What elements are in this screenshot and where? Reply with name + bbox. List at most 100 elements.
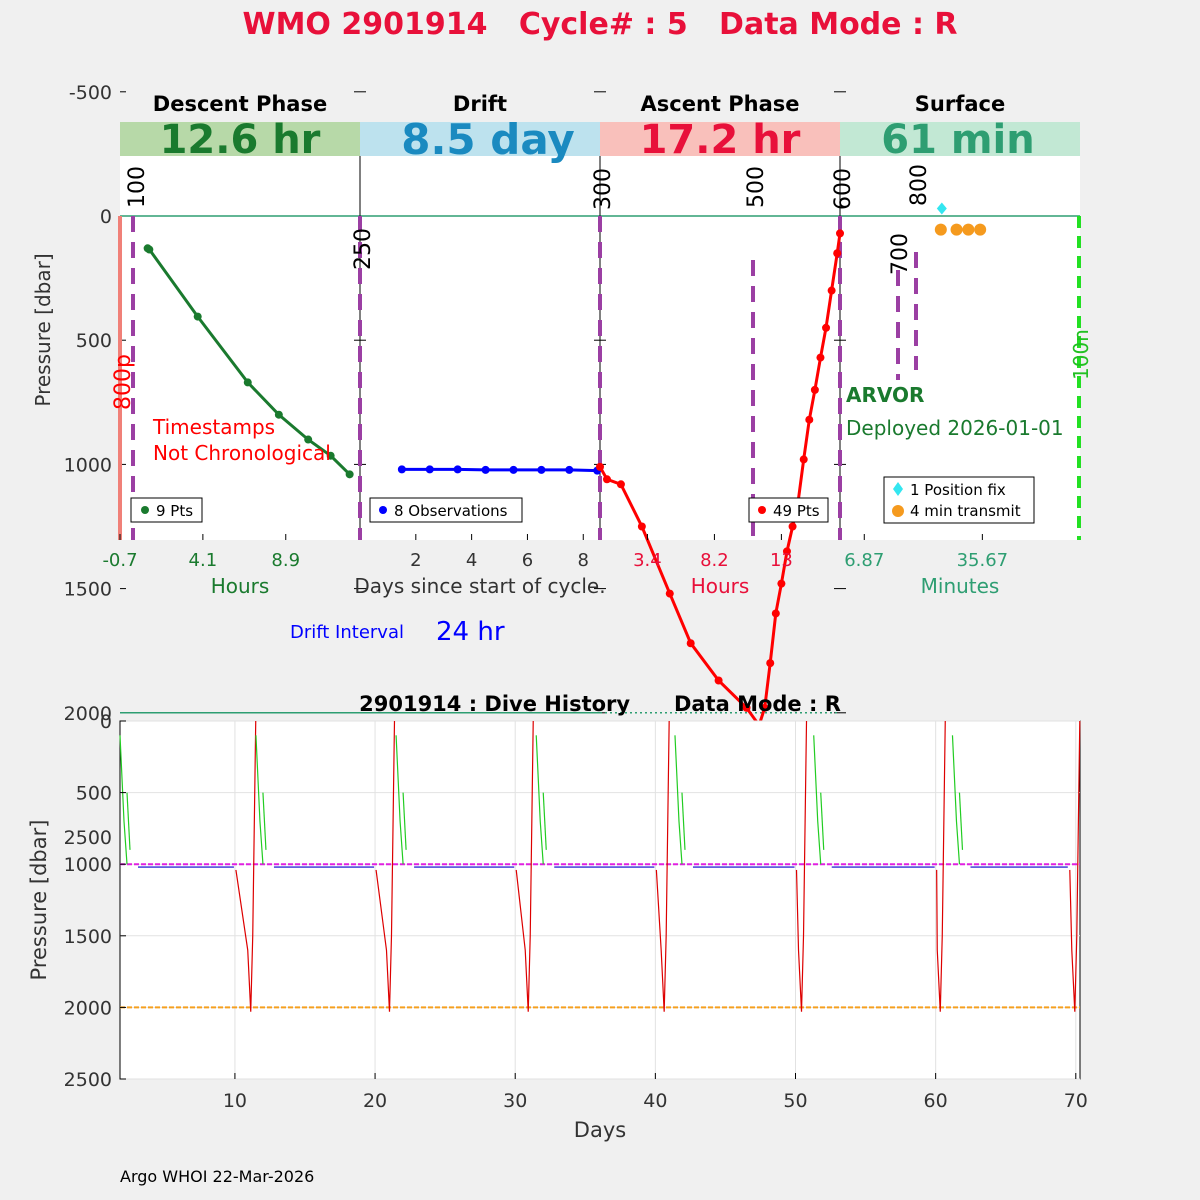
drift-point [481, 465, 490, 474]
drift-x-label: Days since start of cycle. [354, 574, 605, 598]
ascent-point [782, 547, 791, 556]
history-descent-line [681, 792, 686, 850]
history-profile-line [936, 720, 946, 1012]
history-descent-line [820, 792, 825, 850]
deployed-date: Deployed 2026-01-01 [846, 416, 1064, 440]
top-x-ticks: -0.7 4.1 8.9 2 4 6 8 3.4 8.2 13 6.87 35.67 [102, 534, 1008, 571]
history-y-tick-label: 1000 [64, 854, 112, 876]
ascent-legend-label: 49 Pts [773, 502, 820, 520]
descent-duration: 12.6 hr [160, 117, 321, 163]
drift-point [453, 465, 462, 474]
drift-legend: 8 Observations [369, 497, 523, 523]
drift-interval-label: Drift Interval [290, 622, 404, 643]
history-x-tick-label: 50 [783, 1090, 807, 1112]
history-descent-line [395, 735, 404, 865]
ascent-point [686, 639, 695, 648]
descent-point [345, 470, 354, 479]
top-x-tick-label: -0.7 [102, 550, 137, 571]
drift-panel-bg [360, 122, 600, 540]
history-x-label: Days [574, 1118, 626, 1142]
top-y-tick-label: 2500 [64, 827, 112, 849]
ascent-point [766, 659, 775, 668]
descent-legend: 9 Pts [130, 497, 203, 523]
event-code-800: 800 [907, 164, 932, 206]
drift-legend-marker [379, 506, 387, 514]
top-x-tick-label: 8 [578, 550, 589, 571]
history-profile-line [655, 720, 670, 1012]
history-x-tick-label: 70 [1064, 1090, 1088, 1112]
descent-point [193, 312, 202, 321]
drift-line [401, 467, 598, 473]
ascent-point [742, 703, 751, 712]
ascent-point [810, 385, 819, 394]
surface-duration-band [840, 122, 1080, 156]
descent-point [243, 378, 252, 387]
history-series [119, 720, 1081, 1012]
surface-legend-transmit-marker [892, 505, 904, 517]
descent-duration-band [120, 122, 360, 156]
ascent-line [598, 233, 842, 729]
ascent-point [760, 703, 769, 712]
descent-line [146, 247, 351, 476]
history-x-tick-label: 30 [503, 1090, 527, 1112]
descent-phase-title: Descent Phase [153, 92, 327, 116]
surface-legend-transmit-label: 4 min transmit [910, 502, 1021, 520]
history-descent-line [402, 792, 407, 850]
history-descent-line [674, 735, 683, 865]
top-x-tick-label: 8.2 [700, 550, 729, 571]
ascent-phase-title: Ascent Phase [641, 92, 800, 116]
drift-point [565, 465, 574, 474]
top-y-axis-label: Pressure [dbar] [31, 253, 55, 406]
top-x-tick-label: 8.9 [271, 550, 300, 571]
history-x-tick-label: 10 [223, 1090, 247, 1112]
drift-point [509, 465, 518, 474]
surface-legend-fix-marker [893, 482, 903, 496]
ascent-legend-marker [758, 506, 766, 514]
position-fix-point [936, 202, 947, 215]
history-y-tick-label: 2500 [64, 1069, 112, 1091]
surface-duration: 61 min [881, 117, 1034, 163]
drift-legend-label: 8 Observations [394, 502, 508, 520]
history-profile-line [375, 720, 396, 1012]
transmit-point [934, 223, 947, 236]
drift-duration-band [360, 122, 600, 156]
history-descent-line [542, 792, 547, 850]
descent-panel-bg [120, 122, 360, 540]
ascent-point [602, 475, 611, 484]
history-x-tick-label: 60 [924, 1090, 948, 1112]
ascent-point [827, 286, 836, 295]
top-x-tick-label: 13 [770, 550, 793, 571]
history-panel-bg [119, 720, 1081, 1080]
drift-point [397, 465, 406, 474]
history-profile-line [515, 720, 534, 1012]
history-y-tick-label: 500 [76, 783, 112, 805]
ascent-point [714, 676, 723, 685]
event-code-100: 100 [125, 166, 150, 208]
transmit-point [962, 223, 975, 236]
side-label-left: 800p [111, 354, 136, 410]
ascent-point [836, 229, 844, 238]
footer-credit: Argo WHOI 22-Mar-2026 [120, 1167, 314, 1186]
descent-legend-label: 9 Pts [156, 502, 193, 520]
history-descent-line [958, 792, 964, 850]
ascent-legend: 49 Pts [748, 497, 829, 523]
event-code-500: 500 [744, 166, 769, 208]
descent-point [145, 245, 154, 254]
history-descent-line [813, 735, 822, 865]
history-y-tick-label: 2000 [64, 997, 112, 1019]
ascent-point [777, 579, 786, 588]
float-type: ARVOR [846, 383, 924, 407]
ascent-point [788, 522, 797, 531]
ascent-point [771, 609, 780, 618]
descent-legend-marker [141, 506, 149, 514]
top-x-tick-label: 3.4 [633, 550, 662, 571]
ascent-point [616, 480, 625, 489]
transmit-point [974, 223, 987, 236]
ascent-point [665, 589, 674, 598]
top-x-tick-label: 6 [522, 550, 533, 571]
history-descent-line [126, 792, 131, 850]
top-y-tick-label: 0 [100, 206, 112, 228]
ascent-duration: 17.2 hr [640, 117, 801, 163]
surface-legend: 1 Position fix 4 min transmit [883, 476, 1035, 524]
